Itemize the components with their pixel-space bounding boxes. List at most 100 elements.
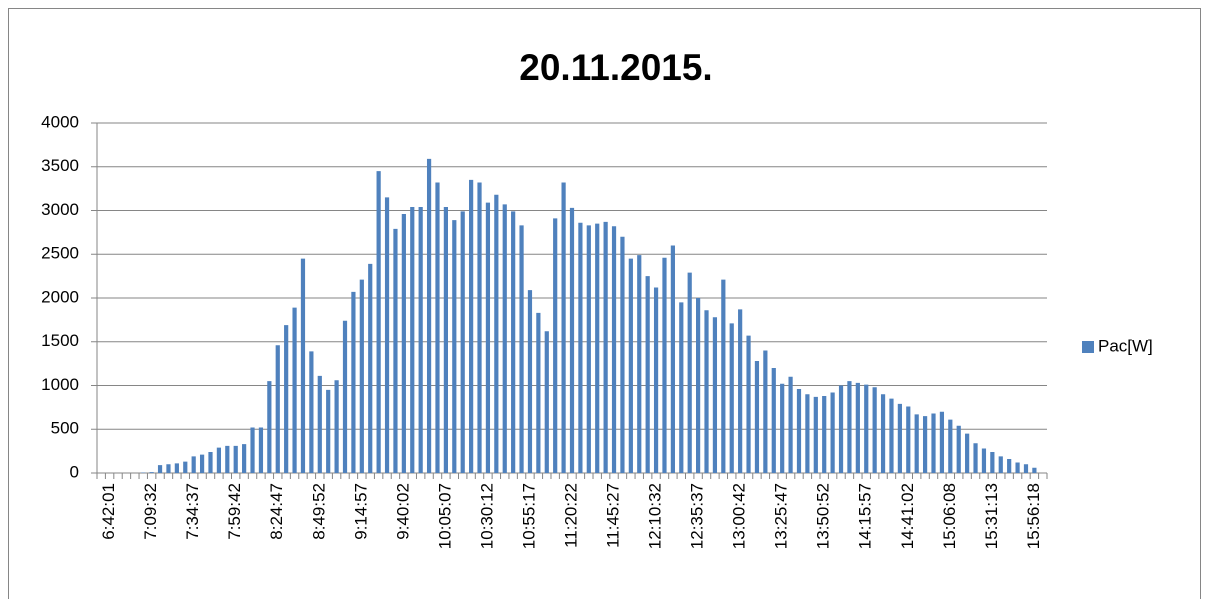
- x-tick-label: 8:49:52: [309, 483, 328, 540]
- y-tick-label: 2000: [41, 287, 79, 306]
- bar: [418, 207, 423, 473]
- x-tick-label: 13:25:47: [772, 483, 791, 549]
- y-tick-label: 3000: [41, 200, 79, 219]
- bar: [376, 171, 381, 473]
- bar: [805, 394, 810, 473]
- bar: [300, 258, 306, 473]
- bar: [309, 351, 314, 473]
- bar: [948, 419, 953, 473]
- bar: [611, 226, 617, 473]
- bar: [763, 350, 768, 473]
- bar: [553, 218, 558, 473]
- bar: [511, 211, 516, 473]
- y-tick-label: 3500: [41, 156, 79, 175]
- bar: [931, 413, 936, 473]
- bar: [687, 272, 692, 473]
- bar: [679, 302, 684, 473]
- bar: [443, 207, 448, 473]
- x-tick-label: 9:40:02: [393, 483, 412, 540]
- bar: [452, 220, 457, 473]
- bar: [780, 383, 785, 473]
- bar: [199, 454, 205, 473]
- y-tick-label: 0: [70, 462, 79, 481]
- bar: [880, 394, 886, 473]
- bar: [334, 380, 339, 473]
- bar: [990, 452, 995, 473]
- bar: [485, 202, 491, 473]
- bar: [956, 425, 961, 473]
- bar: [410, 207, 415, 473]
- x-tick-label: 7:34:37: [183, 483, 202, 540]
- x-tick-label: 8:24:47: [267, 483, 286, 540]
- bar: [822, 396, 827, 473]
- bar: [233, 445, 238, 473]
- bar: [561, 182, 566, 473]
- bar: [637, 255, 642, 473]
- bar: [738, 309, 743, 473]
- x-tick-label: 7:09:32: [141, 483, 160, 540]
- bar: [477, 182, 482, 473]
- bar: [519, 225, 524, 473]
- bar: [628, 258, 633, 473]
- bar: [838, 385, 844, 473]
- bar: [183, 461, 188, 473]
- bar: [317, 375, 322, 473]
- bar: [166, 464, 171, 473]
- bar: [578, 222, 583, 473]
- bar: [721, 279, 726, 473]
- x-tick-label: 15:06:08: [940, 483, 959, 549]
- x-tick-label: 13:00:42: [730, 483, 749, 549]
- x-tick-label: 13:50:52: [814, 483, 833, 549]
- bar: [771, 368, 776, 473]
- y-tick-label: 500: [51, 419, 79, 438]
- x-tick-label: 12:35:37: [688, 483, 707, 549]
- bar: [384, 197, 390, 473]
- bar: [595, 223, 600, 473]
- bar: [746, 335, 751, 473]
- bar: [965, 433, 970, 473]
- bar: [897, 403, 902, 473]
- x-tick-label: 12:10:32: [646, 483, 665, 549]
- bar: [1032, 467, 1037, 473]
- bar: [889, 398, 894, 473]
- x-tick-label: 6:42:01: [99, 483, 118, 540]
- y-tick-label: 2500: [41, 244, 79, 263]
- legend-label: Pac[W]: [1098, 336, 1153, 355]
- bar: [603, 221, 608, 473]
- bar: [729, 323, 734, 473]
- bar: [208, 452, 213, 473]
- x-tick-label: 10:05:07: [435, 483, 454, 549]
- bar: [275, 345, 280, 473]
- bar: [906, 406, 911, 473]
- bar: [670, 245, 675, 473]
- bar: [157, 465, 163, 473]
- bar: [872, 387, 877, 473]
- x-tick-label: 11:45:27: [604, 483, 623, 548]
- bar: [712, 317, 718, 473]
- bar: [864, 384, 869, 473]
- bar: [813, 396, 818, 473]
- bar: [401, 214, 406, 473]
- bar: [351, 291, 356, 473]
- bar: [914, 414, 919, 473]
- x-tick-label: 7:59:42: [225, 483, 244, 540]
- bar: [586, 225, 591, 473]
- bar: [1007, 459, 1012, 473]
- x-tick-label: 10:55:17: [519, 483, 538, 549]
- bar: [653, 287, 659, 473]
- bar: [973, 443, 978, 473]
- bar: [569, 207, 575, 473]
- bar: [620, 236, 625, 473]
- legend-swatch: [1082, 341, 1094, 353]
- y-tick-label: 4000: [41, 112, 79, 131]
- bar: [527, 290, 533, 473]
- bar: [645, 276, 650, 473]
- bar: [149, 472, 154, 473]
- bar: [536, 312, 541, 473]
- bar: [544, 331, 549, 473]
- bar: [939, 411, 945, 473]
- bar: [922, 416, 928, 473]
- x-tick-label: 15:31:13: [982, 483, 1001, 549]
- bar: [502, 204, 507, 473]
